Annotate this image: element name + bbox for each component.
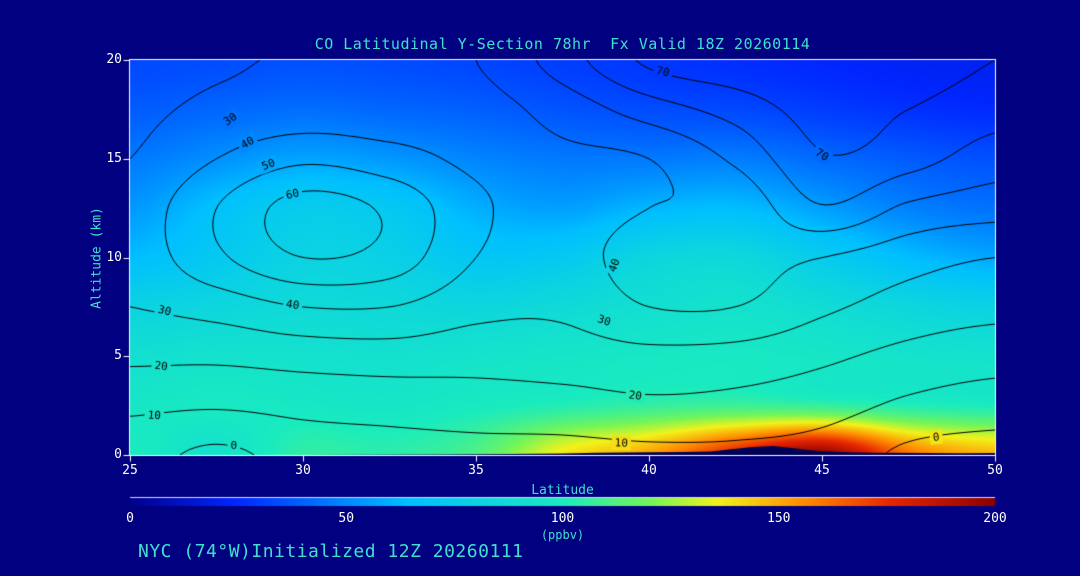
x-tick-label: 40 <box>641 463 657 478</box>
footer-annotation: NYC (74°W)Initialized 12Z 20260111 <box>138 541 524 562</box>
colorbar-tick-label: 0 <box>126 511 134 526</box>
x-tick-label: 30 <box>295 463 311 478</box>
y-tick-label: 0 <box>114 447 122 462</box>
y-tick-label: 10 <box>106 249 122 265</box>
colorbar-tick-label: 200 <box>983 511 1007 526</box>
plot-title: CO Latitudinal Y-Section 78hr Fx Valid 1… <box>314 35 811 53</box>
x-axis-label: Latitude <box>531 483 594 498</box>
colorbar-tick-label: 150 <box>767 511 791 526</box>
y-tick-label: 20 <box>106 52 122 67</box>
x-tick-label: 50 <box>987 463 1003 478</box>
colorbar-tick-label: 100 <box>550 511 575 526</box>
x-tick-label: 25 <box>122 463 138 478</box>
x-tick-label: 35 <box>468 463 484 478</box>
colorbar-tick-label: 50 <box>338 511 355 526</box>
y-tick-label: 15 <box>106 150 122 166</box>
x-tick-label: 45 <box>814 463 830 478</box>
colorbar-units-label: (ppbv) <box>540 528 585 542</box>
y-tick-label: 5 <box>114 348 122 364</box>
